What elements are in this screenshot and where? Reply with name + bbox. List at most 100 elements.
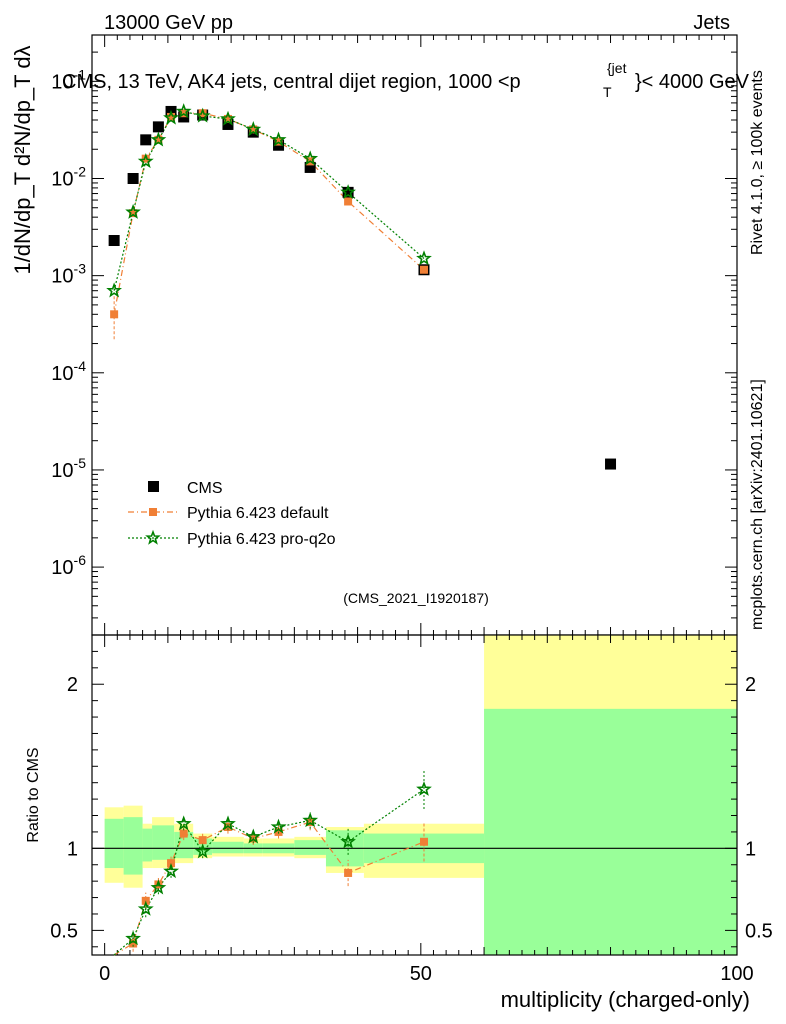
- pythia-default-point: [419, 265, 428, 274]
- ratio-y-tick-label-left: 0.5: [50, 920, 78, 942]
- ratio-pro-q2o-point: [219, 815, 236, 831]
- main-y-tick-label: 10-2: [51, 164, 86, 191]
- pythia-pro-q2o-point: [150, 131, 167, 147]
- ratio-band-inner-1: [123, 817, 143, 875]
- cms-point: [140, 134, 152, 146]
- main-y-tick-exponent: -5: [74, 455, 87, 471]
- cms-point: [222, 118, 234, 130]
- chart-title-sub: T: [603, 84, 612, 100]
- main-y-tick-label: 10-3: [51, 261, 86, 288]
- header-right: Jets: [693, 12, 730, 34]
- ratio-y-tick-label-right: 2: [745, 674, 756, 696]
- ratio-pro-q2o-point: [137, 900, 154, 916]
- cms-point: [127, 173, 139, 185]
- mcplots-label: mcplots.cern.ch [arXiv:2401.10621]: [749, 379, 766, 630]
- main-y-tick-base: 10: [51, 363, 73, 385]
- legend-default-marker: [149, 508, 157, 516]
- x-tick-label-100: 100: [720, 963, 753, 985]
- main-y-tick-label: 10-4: [51, 358, 86, 385]
- main-y-tick-exponent: -3: [74, 261, 87, 277]
- ratio-default-point: [198, 836, 207, 845]
- ratio-pro-q2o-point: [175, 815, 192, 831]
- main-y-tick-base: 10: [51, 557, 73, 579]
- legend-default-label: Pythia 6.423 default: [187, 505, 329, 522]
- cms-point: [342, 186, 354, 198]
- main-y-tick-base: 10: [51, 169, 73, 191]
- pythia-pro-q2o-point: [245, 121, 262, 137]
- ratio-y-axis-label: Ratio to CMS: [25, 747, 42, 842]
- chart-title-suffix: }< 4000 GeV: [635, 71, 750, 93]
- legend-proq2o-marker: [145, 529, 161, 545]
- analysis-tag: (CMS_2021_I1920187): [343, 590, 489, 606]
- pythia-pro-q2o-point: [416, 250, 432, 266]
- pythia-pro-q2o-point: [270, 131, 287, 147]
- ratio-y-axis-label-text: Ratio to CMS: [25, 747, 42, 842]
- ratio-band-inner-4: [174, 831, 194, 859]
- ratio-band-inner-2: [142, 828, 153, 862]
- chart-title-sup: {jet: [607, 60, 627, 76]
- ratio-band-inner-6: [212, 841, 244, 854]
- pythia-pro-q2o-point: [106, 282, 122, 298]
- main-y-tick-base: 10: [51, 71, 73, 93]
- ratio-pro-q2o-point: [245, 828, 262, 844]
- pythia-default-point: [167, 112, 176, 121]
- main-y-tick-exponent: -6: [74, 552, 87, 568]
- cms-point: [152, 121, 164, 133]
- ratio-y-tick-label-left: 2: [67, 674, 78, 696]
- ratio-default-point: [419, 837, 428, 846]
- pythia-pro-q2o-point: [194, 107, 211, 123]
- ratio-pro-q2o-point: [150, 879, 167, 895]
- legend-cms-label: CMS: [187, 480, 223, 497]
- main-y-axis-label: 1/dN/dp_T d²N/dp_T dλ: [10, 45, 35, 274]
- main-y-tick-exponent: -4: [74, 358, 87, 374]
- ratio-band-inner-12: [484, 708, 737, 955]
- pythia-pro-q2o-point: [137, 153, 154, 169]
- ratio-y-tick-label-right: 0.5: [745, 920, 773, 942]
- pythia-default-point: [249, 125, 258, 134]
- ratio-y-tick-label-left: 1: [67, 838, 78, 860]
- pythia-default-point: [154, 135, 163, 144]
- cms-point: [108, 235, 120, 247]
- ratio-band-inner-9: [294, 840, 326, 855]
- legend-star-shape: [145, 529, 161, 545]
- pythia-default-point: [198, 109, 207, 118]
- pythia-pro-q2o-point: [175, 103, 192, 119]
- legend-proq2o-label: Pythia 6.423 pro-q2o: [187, 531, 336, 548]
- cms-point: [605, 458, 617, 470]
- ratio-pro-q2o-point: [163, 862, 180, 879]
- ratio-panel: 0 50 100 0.5 0.5 1 1 2 2: [50, 634, 773, 985]
- main-y-tick-exponent: -2: [74, 164, 87, 180]
- pythia-default-point: [141, 154, 150, 163]
- ratio-pro-q2o-point: [125, 930, 141, 946]
- pythia-default-point: [129, 209, 138, 218]
- main-y-axis-label-text: 1/dN/dp_T d²N/dp_T dλ: [10, 45, 35, 274]
- chart-title-prefix: CMS, 13 TeV, AK4 jets, central dijet reg…: [62, 71, 521, 93]
- main-panel: 10-110-210-310-410-510-6: [51, 34, 738, 636]
- ratio-pro-q2o-point: [302, 812, 319, 828]
- pythia-pro-q2o-point: [219, 110, 236, 126]
- main-y-tick-label: 10-5: [51, 455, 86, 482]
- ratio-band-inner-3: [152, 825, 175, 860]
- ratio-default-point: [129, 939, 138, 948]
- ratio-band-inner-0: [104, 818, 124, 869]
- ratio-y-tick-label-right: 1: [745, 838, 756, 860]
- main-y-tick-base: 10: [51, 460, 73, 482]
- pythia-default-point: [223, 114, 232, 123]
- pythia-default-point: [110, 310, 119, 319]
- ratio-frame: [91, 634, 738, 956]
- main-y-tick-label: 10-1: [51, 66, 86, 93]
- ratio-pro-q2o-point: [340, 833, 356, 849]
- ratio-pro-q2o-point: [194, 843, 211, 859]
- ratio-pro-q2o-point: [270, 818, 287, 834]
- x-tick-label-50: 50: [410, 963, 432, 985]
- cms-point: [304, 161, 316, 173]
- main-y-tick-label: 10-6: [51, 552, 86, 579]
- pythia-pro-q2o-point: [302, 150, 319, 166]
- pythia-pro-q2o-point: [340, 184, 356, 200]
- header-left: 13000 GeV pp: [104, 12, 233, 34]
- ratio-default-point: [167, 859, 176, 868]
- ratio-default-point: [344, 868, 353, 877]
- pythia-pro-q2o-point: [163, 109, 180, 125]
- legend: CMS Pythia 6.423 default Pythia 6.423 pr…: [128, 480, 336, 548]
- ratio-pro-q2o-point: [416, 781, 432, 796]
